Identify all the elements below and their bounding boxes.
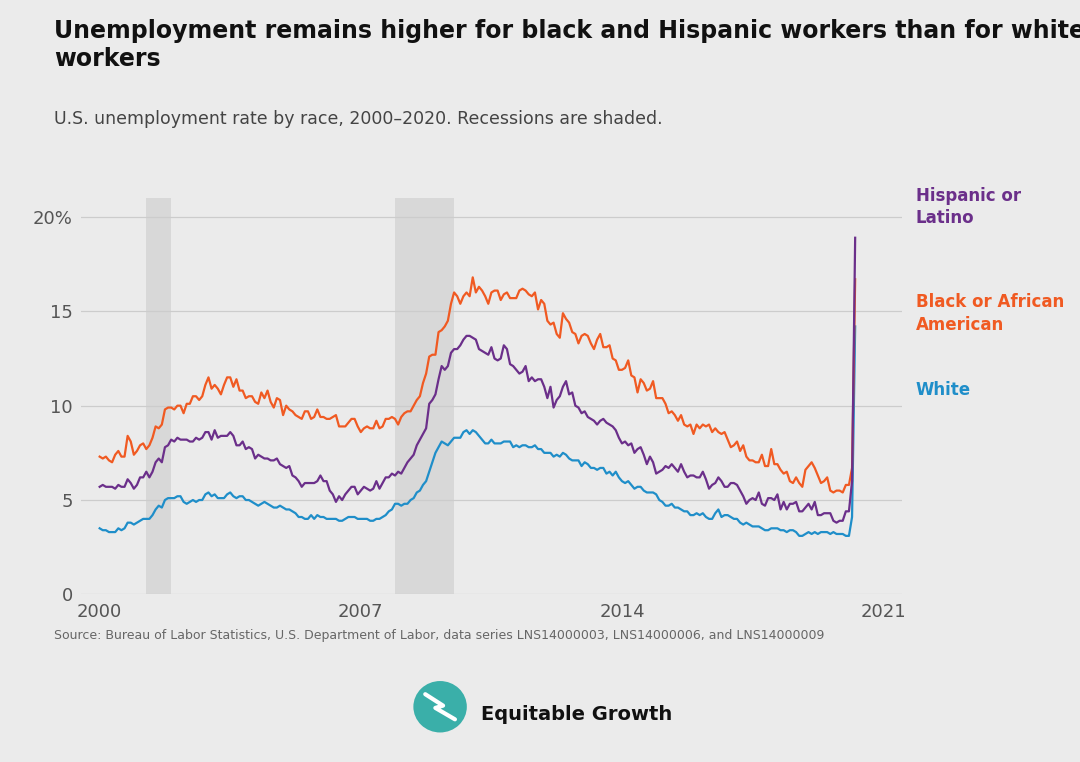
Bar: [146, 198, 172, 594]
Text: Source: Bureau of Labor Statistics, U.S. Department of Labor, data series LNS140: Source: Bureau of Labor Statistics, U.S.…: [54, 629, 824, 642]
Text: Equitable Growth: Equitable Growth: [481, 705, 672, 724]
Text: White: White: [916, 381, 971, 399]
Text: Hispanic or
Latino: Hispanic or Latino: [916, 187, 1021, 227]
Ellipse shape: [414, 681, 467, 732]
Text: Black or African
American: Black or African American: [916, 293, 1064, 334]
Bar: [395, 198, 454, 594]
Text: Unemployment remains higher for black and Hispanic workers than for white
worker: Unemployment remains higher for black an…: [54, 19, 1080, 71]
Text: U.S. unemployment rate by race, 2000–2020. Recessions are shaded.: U.S. unemployment rate by race, 2000–202…: [54, 110, 663, 129]
